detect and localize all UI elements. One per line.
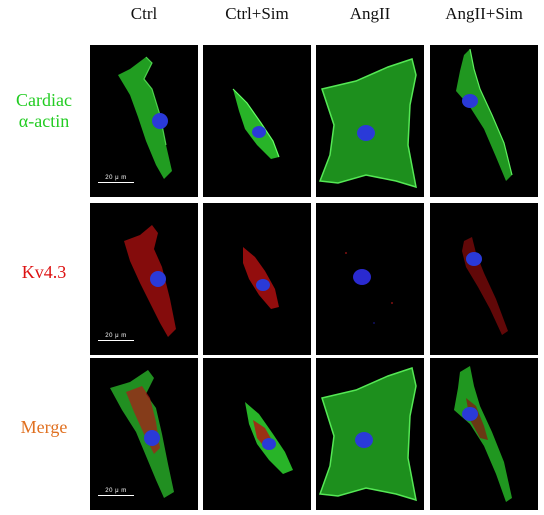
cell-image	[456, 48, 513, 181]
panel-merge-angii-sim	[430, 358, 538, 510]
cell-image	[345, 252, 393, 324]
scale-bar: 20 μ m	[98, 175, 134, 183]
scale-bar: 20 μ m	[98, 488, 134, 496]
scale-bar-label: 20 μ m	[105, 488, 127, 494]
scale-bar-label: 20 μ m	[105, 333, 127, 339]
cell-image	[243, 247, 279, 309]
row-label-actin: Cardiac α-actin	[2, 90, 86, 132]
panel-actin-ctrl-sim	[203, 45, 311, 197]
cell-image	[462, 237, 508, 335]
panel-actin-ctrl: 20 μ m	[90, 45, 198, 197]
row-label-merge: Merge	[2, 417, 86, 438]
scale-bar-line	[98, 340, 134, 341]
column-header-angii: AngII	[349, 4, 391, 23]
cell-image	[118, 56, 172, 179]
cell-image	[124, 225, 176, 337]
row-label-kv43: Kv4.3	[2, 262, 86, 283]
row-label-merge-line1: Merge	[20, 417, 68, 437]
panel-kv43-angii	[316, 203, 424, 355]
row-label-kv43-line1: Kv4.3	[21, 262, 67, 282]
column-header-ctrl: Ctrl	[130, 4, 158, 23]
panel-kv43-ctrl: 20 μ m	[90, 203, 198, 355]
cell-image	[318, 367, 417, 502]
cell-image	[110, 370, 174, 498]
cell-image	[454, 366, 512, 502]
panel-merge-ctrl: 20 μ m	[90, 358, 198, 510]
row-label-actin-line2: α-actin	[18, 111, 70, 131]
column-header-ctrl-sim: Ctrl+Sim	[225, 4, 289, 23]
column-header-angii-sim: AngII+Sim	[445, 4, 523, 23]
panel-kv43-ctrl-sim	[203, 203, 311, 355]
cell-image	[318, 58, 417, 189]
panel-actin-angii-sim	[430, 45, 538, 197]
scale-bar-line	[98, 495, 134, 496]
panel-kv43-angii-sim	[430, 203, 538, 355]
row-label-actin-line1: Cardiac	[16, 90, 72, 110]
cell-image	[232, 88, 280, 159]
panel-merge-angii	[316, 358, 424, 510]
cell-image	[245, 402, 293, 474]
panel-actin-angii	[316, 45, 424, 197]
scale-bar-line	[98, 182, 134, 183]
scale-bar-label: 20 μ m	[105, 175, 127, 181]
scale-bar: 20 μ m	[98, 333, 134, 341]
panel-merge-ctrl-sim	[203, 358, 311, 510]
